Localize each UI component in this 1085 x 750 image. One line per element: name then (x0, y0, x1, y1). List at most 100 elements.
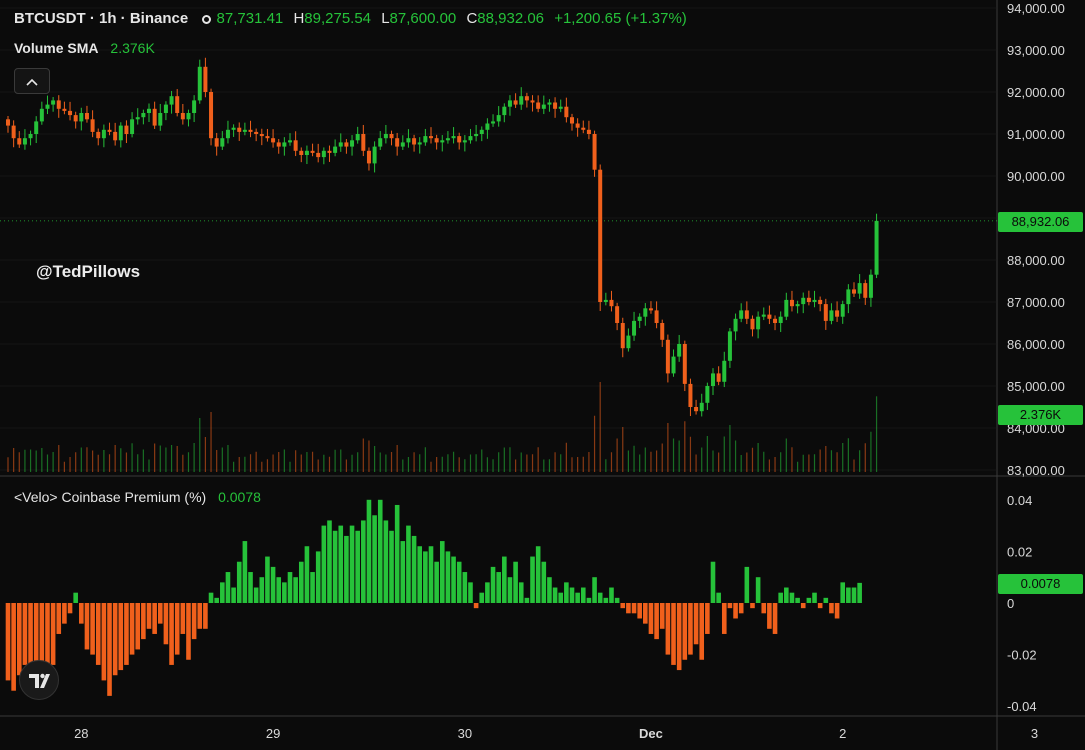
candle-body (203, 66, 208, 92)
premium-bar (293, 577, 298, 603)
collapse-indicators-button[interactable] (14, 68, 50, 94)
candle-body (344, 142, 349, 147)
candle-body (570, 117, 574, 124)
volume-bar (29, 449, 32, 472)
volume-bar (311, 451, 314, 472)
tradingview-logo-icon[interactable] (19, 660, 59, 700)
premium-bar (755, 577, 761, 603)
volume-bar (374, 446, 376, 472)
volume-bar (819, 449, 821, 472)
volume-bar (103, 450, 105, 472)
candle-body (671, 356, 676, 374)
volume-bar (187, 452, 190, 472)
candle-body (857, 283, 862, 294)
premium-bar (733, 603, 738, 619)
low-value: 87,600.00 (389, 10, 457, 27)
high-value: 89,275.54 (304, 10, 372, 27)
volume-bar (424, 447, 426, 472)
volume-bar (41, 448, 43, 472)
volume-bar (447, 454, 449, 472)
candle-body (660, 323, 665, 340)
volume-bar (791, 447, 793, 472)
premium-bar (434, 561, 439, 603)
premium-tick-label: -0.02 (1007, 648, 1037, 663)
volume-bar (593, 415, 596, 472)
volume-bar (436, 457, 438, 472)
candle-body (214, 138, 219, 147)
premium-indicator-label[interactable]: <Velo> Coinbase Premium (%) (14, 489, 207, 505)
volume-bar (751, 447, 754, 472)
premium-bar (11, 603, 16, 691)
premium-bar (327, 520, 332, 603)
premium-bar (191, 603, 197, 640)
volume-bar (216, 450, 218, 472)
candle-body (51, 100, 56, 105)
volume-bar (137, 454, 139, 472)
close-value: 88,932.06 (477, 10, 545, 27)
volume-bar (204, 437, 206, 472)
candle-body (558, 106, 563, 109)
volume-bar (452, 451, 455, 472)
candle-body (378, 138, 383, 147)
candle-body (169, 96, 174, 105)
premium-bar (575, 592, 580, 603)
candle-body (406, 138, 411, 143)
premium-bar (124, 603, 129, 665)
candle-body (620, 323, 625, 349)
volume-bar (317, 459, 319, 472)
candle-body (11, 125, 16, 139)
volume-bar (870, 431, 872, 472)
premium-bar (817, 603, 823, 609)
time-tick-label: Dec (639, 726, 663, 741)
premium-bar (152, 603, 157, 634)
candle-body (299, 150, 304, 155)
premium-bar (39, 603, 45, 686)
candle-body (496, 115, 501, 122)
volume-bar (7, 457, 9, 472)
candle-body (727, 331, 732, 361)
premium-bar (338, 525, 344, 603)
candle-body (688, 383, 693, 407)
volume-bar (577, 457, 579, 472)
candle-body (716, 373, 721, 382)
volume-bar (475, 454, 477, 472)
candle-body (45, 104, 50, 109)
volume-bar (830, 450, 833, 472)
candle-body (423, 136, 428, 143)
premium-bar (496, 572, 501, 603)
chevron-up-icon (26, 78, 38, 86)
premium-bar (761, 603, 767, 614)
volume-bar (221, 447, 223, 472)
volume-bar (729, 425, 731, 472)
volume-bar (441, 456, 443, 472)
premium-bar (569, 587, 575, 603)
volume-bar (75, 452, 77, 472)
premium-bar (558, 592, 564, 603)
volume-sma-label[interactable]: Volume SMA (14, 40, 99, 56)
volume-bar (108, 454, 111, 472)
premium-bar (394, 504, 400, 603)
candle-body (846, 289, 851, 305)
premium-tick-label: 0.02 (1007, 544, 1032, 559)
premium-bar (767, 603, 772, 629)
symbol-title[interactable]: BTCUSDT · 1h · Binance (14, 10, 189, 27)
premium-bar (203, 603, 208, 629)
candle-body (711, 373, 715, 386)
premium-bar (693, 603, 699, 645)
candle-body (536, 102, 541, 109)
premium-tick-label: -0.04 (1007, 699, 1037, 714)
candle-body (361, 134, 366, 151)
volume-bar (672, 438, 675, 472)
premium-bar (637, 603, 642, 619)
candle-body (479, 129, 484, 134)
premium-bar (614, 597, 620, 603)
candle-body (293, 140, 298, 151)
candle-body (383, 134, 388, 139)
time-tick-label: 2 (839, 726, 846, 741)
volume-bar (266, 459, 269, 472)
premium-bar (282, 582, 287, 603)
premium-tick-label: 0.04 (1007, 493, 1032, 508)
premium-bar (33, 603, 39, 681)
volume-bar (706, 436, 708, 472)
